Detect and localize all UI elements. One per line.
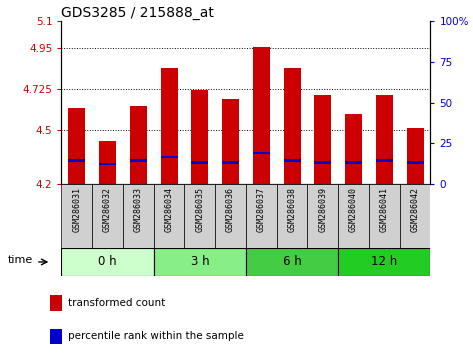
Bar [61, 184, 92, 248]
Bar [123, 184, 154, 248]
Text: GSM286038: GSM286038 [288, 187, 297, 232]
Bar [376, 96, 393, 184]
Text: GDS3285 / 215888_at: GDS3285 / 215888_at [61, 6, 214, 20]
Bar [400, 184, 430, 248]
Bar [130, 159, 147, 162]
Bar [222, 99, 239, 184]
Text: 6 h: 6 h [283, 256, 301, 268]
Bar [345, 114, 362, 184]
Text: transformed count: transformed count [68, 298, 166, 308]
Bar [130, 106, 147, 184]
Bar [184, 184, 215, 248]
Text: 12 h: 12 h [371, 256, 397, 268]
Bar [246, 248, 338, 276]
Text: time: time [8, 255, 33, 265]
Text: GSM286037: GSM286037 [257, 187, 266, 232]
Bar [92, 184, 123, 248]
Text: GSM286041: GSM286041 [380, 187, 389, 232]
Bar [161, 156, 177, 158]
Bar [154, 248, 246, 276]
Bar [376, 159, 393, 162]
Bar [338, 248, 430, 276]
Bar [253, 152, 270, 154]
Bar [61, 248, 154, 276]
Text: 0 h: 0 h [98, 256, 117, 268]
Text: GSM286040: GSM286040 [349, 187, 358, 232]
Bar [222, 161, 239, 164]
Text: 3 h: 3 h [191, 256, 209, 268]
Bar [215, 184, 246, 248]
Text: percentile rank within the sample: percentile rank within the sample [68, 331, 244, 341]
Text: GSM286033: GSM286033 [134, 187, 143, 232]
Text: GSM286035: GSM286035 [195, 187, 204, 232]
Bar [50, 329, 62, 344]
Bar [154, 184, 184, 248]
Bar [284, 159, 300, 162]
Bar [253, 47, 270, 184]
Bar [407, 161, 423, 164]
Bar [50, 295, 62, 311]
Text: GSM286031: GSM286031 [72, 187, 81, 232]
Text: GSM286042: GSM286042 [411, 187, 420, 232]
Bar [315, 161, 331, 164]
Bar [161, 68, 177, 184]
Bar [192, 161, 208, 164]
Bar [99, 141, 116, 184]
Text: GSM286036: GSM286036 [226, 187, 235, 232]
Bar [407, 128, 423, 184]
Bar [246, 184, 277, 248]
Bar [192, 90, 208, 184]
Bar [69, 159, 85, 162]
Bar [345, 161, 362, 164]
Bar [277, 184, 307, 248]
Text: GSM286032: GSM286032 [103, 187, 112, 232]
Bar [99, 163, 116, 165]
Text: GSM286034: GSM286034 [165, 187, 174, 232]
Bar [369, 184, 400, 248]
Bar [315, 96, 331, 184]
Bar [284, 68, 300, 184]
Bar [69, 108, 85, 184]
Text: GSM286039: GSM286039 [318, 187, 327, 232]
Bar [307, 184, 338, 248]
Bar [338, 184, 369, 248]
